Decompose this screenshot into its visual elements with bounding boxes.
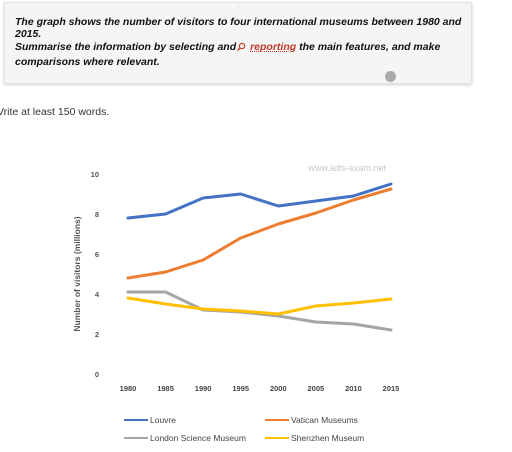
legend-item: Louvre <box>124 415 176 425</box>
x-tick-label: 2000 <box>270 384 287 393</box>
x-tick-label: 1990 <box>195 384 212 393</box>
legend-label: Louvre <box>150 415 176 425</box>
legend-swatch <box>124 419 148 421</box>
drag-handle[interactable]: · · · <box>237 1 256 11</box>
task-prompt-box: · · · The graph shows the number of visi… <box>4 1 472 84</box>
legend-label: Shenzhen Museum <box>291 433 365 443</box>
x-tick-label: 2005 <box>308 384 325 393</box>
x-tick-label: 1995 <box>232 384 249 393</box>
prompt-line-2-text: Summarise the information by selecting a… <box>15 41 237 53</box>
y-tick-label: 4 <box>95 290 100 299</box>
legend-item: London Science Museum <box>124 433 246 443</box>
record-dot-button[interactable] <box>385 71 396 82</box>
word-count-instruction: Vrite at least 150 words. <box>0 106 110 118</box>
legend-item: Shenzhen Museum <box>265 433 364 443</box>
prompt-line-2-rest: the main features, and make comparisons … <box>15 41 441 68</box>
chart-watermark: www.ielts-exam.net <box>307 163 386 173</box>
legend-item: Vatican Museums <box>265 415 358 425</box>
y-tick-label: 0 <box>95 370 99 379</box>
legend-swatch <box>265 419 289 421</box>
legend-swatch <box>265 437 289 439</box>
series-line-louvre <box>126 182 393 220</box>
y-axis-label: Number of visitors (millions) <box>72 216 82 331</box>
y-tick-label: 10 <box>91 170 99 179</box>
legend-label: London Science Museum <box>150 433 246 443</box>
x-tick-label: 2010 <box>345 384 362 393</box>
x-tick-label: 2015 <box>383 384 400 393</box>
x-tick-label: 1985 <box>157 384 174 393</box>
series-line-vatican-museums <box>126 187 393 280</box>
series-line-shenzhen-museum <box>126 296 393 316</box>
legend-label: Vatican Museums <box>291 415 358 425</box>
prompt-keyword-link[interactable]: reporting <box>250 41 297 53</box>
prompt-line-1: The graph shows the number of visitors t… <box>15 16 462 40</box>
y-tick-label: 6 <box>95 250 99 259</box>
search-icon[interactable] <box>236 42 247 52</box>
y-tick-label: 8 <box>95 210 99 219</box>
prompt-line-2: Summarise the information by selecting a… <box>15 40 455 70</box>
x-tick-label: 1980 <box>120 384 137 393</box>
legend-swatch <box>124 437 148 439</box>
y-tick-label: 2 <box>95 330 99 339</box>
